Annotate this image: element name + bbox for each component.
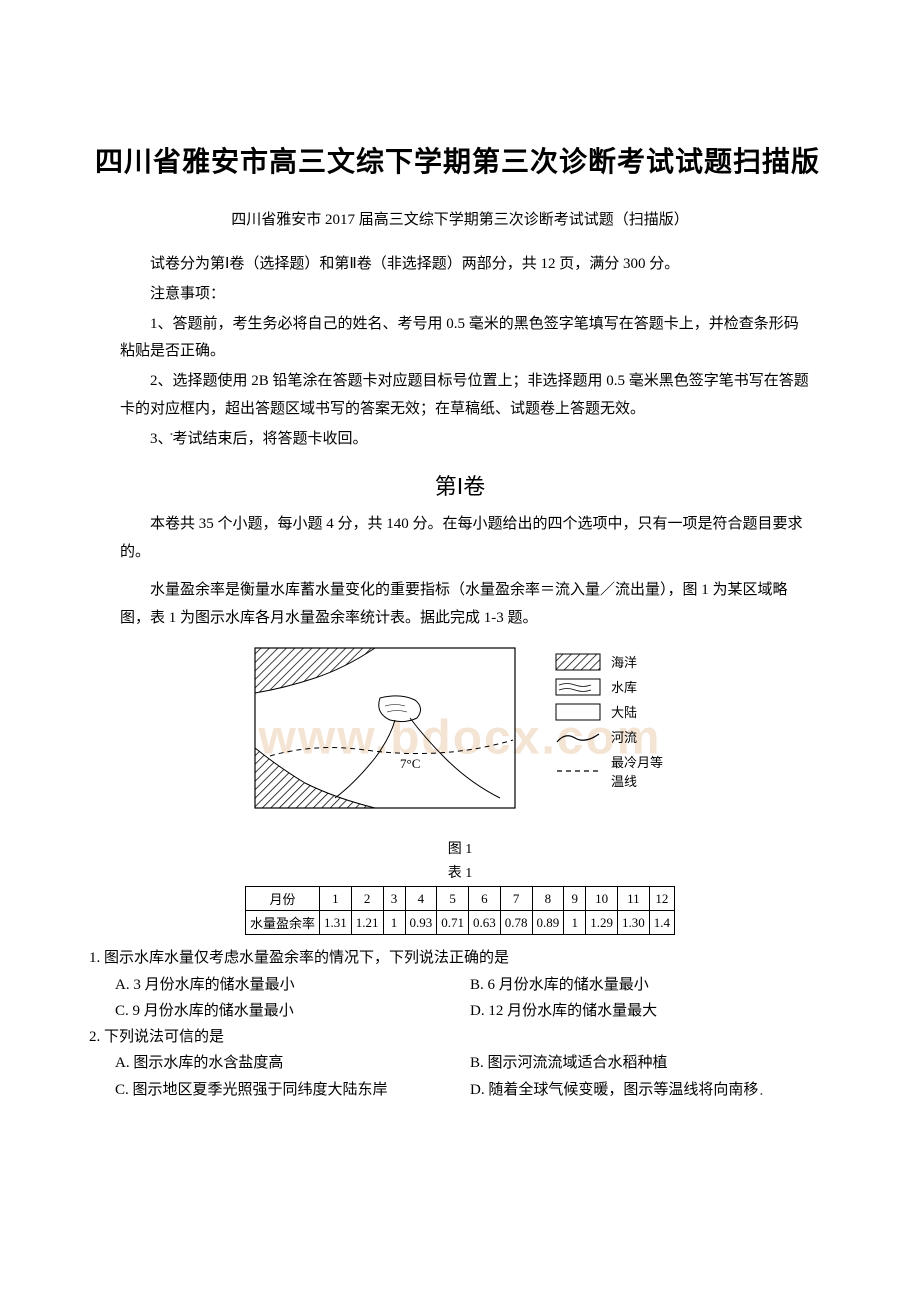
table-cell: 8 bbox=[532, 887, 564, 911]
ocean-icon bbox=[555, 653, 601, 671]
instructions-block: 试卷分为第Ⅰ卷（选择题）和第Ⅱ卷（非选择题）两部分，共 12 页，满分 300 … bbox=[120, 251, 810, 453]
table-cell: 4 bbox=[405, 887, 437, 911]
passage-intro: 水量盈余率是衡量水库蓄水量变化的重要指标（水量盈余率＝流入量／流出量），图 1 … bbox=[120, 577, 810, 633]
table-cell: 1.21 bbox=[351, 911, 383, 935]
option-a: A. 3 月份水库的储水量最小 bbox=[115, 972, 470, 998]
table-cell: 1 bbox=[564, 911, 586, 935]
table-cell: 1.31 bbox=[320, 911, 352, 935]
table-cell: 10 bbox=[586, 887, 618, 911]
instruction-line: 2、选择题使用 2B 铅笔涂在答题卡对应题目标号位置上；非选择题用 0.5 毫米… bbox=[120, 368, 810, 424]
instruction-line: 1、答题前，考生务必将自己的姓名、考号用 0.5 毫米的黑色签字笔填写在答题卡上… bbox=[120, 311, 810, 367]
table-cell: 0.89 bbox=[532, 911, 564, 935]
legend-item-river: 河流 bbox=[555, 727, 675, 746]
figure-1: www.bdocx.com 7°C bbox=[245, 638, 675, 838]
table-row: 月份 1 2 3 4 5 6 7 8 9 10 11 12 bbox=[245, 887, 674, 911]
table-cell: 0.93 bbox=[405, 911, 437, 935]
instruction-line: 试卷分为第Ⅰ卷（选择题）和第Ⅱ卷（非选择题）两部分，共 12 页，满分 300 … bbox=[120, 251, 810, 279]
section-intro: 本卷共 35 个小题，每小题 4 分，共 140 分。在每小题给出的四个选项中，… bbox=[120, 511, 810, 567]
section-title: 第Ⅰ卷 bbox=[95, 469, 825, 501]
table-cell: 9 bbox=[564, 887, 586, 911]
data-table: 月份 1 2 3 4 5 6 7 8 9 10 11 12 水量盈余率 1.31… bbox=[245, 886, 675, 935]
land-icon bbox=[555, 703, 601, 721]
table-cell: 1.4 bbox=[649, 911, 674, 935]
table-cell: 0.63 bbox=[469, 911, 501, 935]
document-title: 四川省雅安市高三文综下学期第三次诊断考试试题扫描版 bbox=[95, 140, 825, 180]
table-cell: 0.78 bbox=[500, 911, 532, 935]
question-stem: 1. 图示水库水量仅考虑水量盈余率的情况下，下列说法正确的是 bbox=[89, 945, 825, 971]
water-icon bbox=[555, 678, 601, 696]
question-options: A. 3 月份水库的储水量最小 B. 6 月份水库的储水量最小 C. 9 月份水… bbox=[115, 972, 825, 1025]
document-page: 四川省雅安市高三文综下学期第三次诊断考试试题扫描版 四川省雅安市 2017 届高… bbox=[0, 0, 920, 1143]
legend-item-isoline: 最冷月等温线 bbox=[555, 752, 675, 790]
scan-artifact: • bbox=[170, 430, 173, 439]
figure-caption: 图 1 bbox=[95, 838, 825, 858]
scan-artifact: • bbox=[760, 1090, 763, 1099]
document-subtitle: 四川省雅安市 2017 届高三文综下学期第三次诊断考试试题（扫描版） bbox=[95, 208, 825, 229]
option-b: B. 图示河流流域适合水稻种植 bbox=[470, 1050, 825, 1076]
option-b: B. 6 月份水库的储水量最小 bbox=[470, 972, 825, 998]
table-cell: 7 bbox=[500, 887, 532, 911]
legend-label: 河流 bbox=[611, 727, 637, 746]
legend-label: 最冷月等温线 bbox=[611, 752, 675, 790]
table-header: 月份 bbox=[245, 887, 319, 911]
temperature-label: 7°C bbox=[400, 756, 420, 771]
legend-item-reservoir: 水库 bbox=[555, 677, 675, 696]
table-cell: 1.29 bbox=[586, 911, 618, 935]
question-options: A. 图示水库的水含盐度高 B. 图示河流流域适合水稻种植 C. 图示地区夏季光… bbox=[115, 1050, 825, 1103]
map-svg: 7°C bbox=[245, 638, 545, 828]
isoline-icon bbox=[555, 762, 601, 780]
question-stem: 2. 下列说法可信的是 bbox=[89, 1024, 825, 1050]
instruction-line: 3、考试结束后，将答题卡收回。 bbox=[120, 426, 810, 454]
figure-legend: 海洋 水库 大陆 河流 bbox=[555, 646, 675, 796]
table-caption: 表 1 bbox=[95, 862, 825, 882]
table-cell: 12 bbox=[649, 887, 674, 911]
passage-intro-text: 水量盈余率是衡量水库蓄水量变化的重要指标（水量盈余率＝流入量／流出量），图 1 … bbox=[120, 577, 810, 633]
table-cell: 1.30 bbox=[618, 911, 650, 935]
option-c: C. 9 月份水库的储水量最小 bbox=[115, 998, 470, 1024]
table-cell: 6 bbox=[469, 887, 501, 911]
table-cell: 0.71 bbox=[437, 911, 469, 935]
legend-label: 水库 bbox=[611, 677, 637, 696]
table-cell: 2 bbox=[351, 887, 383, 911]
table-cell: 1 bbox=[383, 911, 405, 935]
table-cell: 3 bbox=[383, 887, 405, 911]
option-d: D. 12 月份水库的储水量最大 bbox=[470, 998, 825, 1024]
questions-block: 1. 图示水库水量仅考虑水量盈余率的情况下，下列说法正确的是 A. 3 月份水库… bbox=[89, 945, 825, 1103]
table-row-label: 水量盈余率 bbox=[245, 911, 319, 935]
river-icon bbox=[555, 728, 601, 746]
option-d: D. 随着全球气候变暖，图示等温线将向南移 bbox=[470, 1077, 825, 1103]
section-intro-text: 本卷共 35 个小题，每小题 4 分，共 140 分。在每小题给出的四个选项中，… bbox=[120, 511, 810, 567]
table-cell: 5 bbox=[437, 887, 469, 911]
option-a: A. 图示水库的水含盐度高 bbox=[115, 1050, 470, 1076]
legend-label: 大陆 bbox=[611, 702, 637, 721]
legend-item-land: 大陆 bbox=[555, 702, 675, 721]
legend-item-ocean: 海洋 bbox=[555, 652, 675, 671]
legend-label: 海洋 bbox=[611, 652, 637, 671]
option-c: C. 图示地区夏季光照强于同纬度大陆东岸 bbox=[115, 1077, 470, 1103]
table-row: 水量盈余率 1.31 1.21 1 0.93 0.71 0.63 0.78 0.… bbox=[245, 911, 674, 935]
table-cell: 11 bbox=[618, 887, 650, 911]
instruction-line: 注意事项： bbox=[120, 281, 810, 309]
table-cell: 1 bbox=[320, 887, 352, 911]
